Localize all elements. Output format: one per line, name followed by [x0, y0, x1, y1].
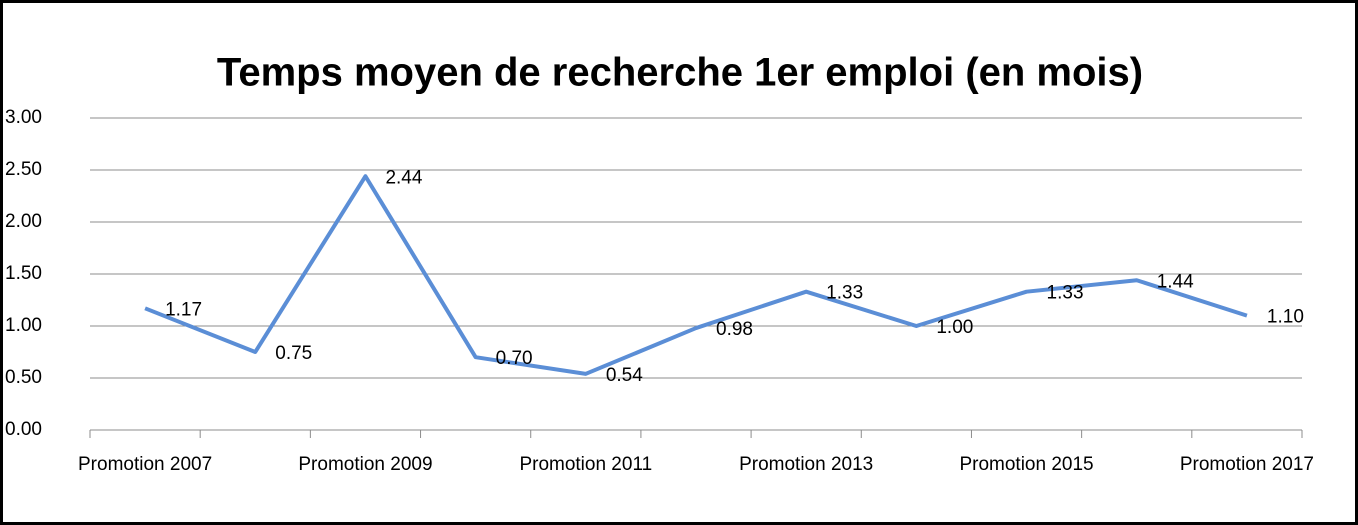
data-line [144, 174, 1248, 376]
chart-title: Temps moyen de recherche 1er emploi (en … [217, 51, 1143, 95]
x-tick-label: Promotion 2009 [298, 454, 432, 475]
data-label: 1.44 [1157, 271, 1194, 292]
x-tick-label: Promotion 2017 [1180, 454, 1314, 475]
y-tick-label: 0.50 [5, 367, 42, 388]
data-label: 1.33 [826, 283, 863, 304]
data-label: 1.33 [1047, 283, 1084, 304]
data-label: 2.44 [385, 167, 422, 188]
data-label: 0.98 [716, 319, 753, 340]
x-tick-label: Promotion 2007 [78, 454, 212, 475]
data-label: 0.54 [606, 365, 643, 386]
y-tick-label: 1.50 [5, 263, 42, 284]
data-label: 1.10 [1267, 307, 1304, 328]
data-label: 1.17 [165, 299, 202, 320]
y-tick-label: 3.00 [5, 107, 42, 128]
data-label: 0.75 [275, 343, 312, 364]
y-tick-label: 2.50 [5, 159, 42, 180]
y-tick-label: 0.00 [5, 419, 42, 440]
x-tick-label: Promotion 2011 [519, 454, 652, 475]
data-label: 1.00 [936, 317, 973, 338]
y-tick-label: 2.00 [5, 211, 42, 232]
x-tick-label: Promotion 2013 [739, 454, 873, 475]
data-label: 0.70 [496, 348, 533, 369]
y-tick-label: 1.00 [5, 315, 42, 336]
x-tick-label: Promotion 2015 [959, 454, 1093, 475]
